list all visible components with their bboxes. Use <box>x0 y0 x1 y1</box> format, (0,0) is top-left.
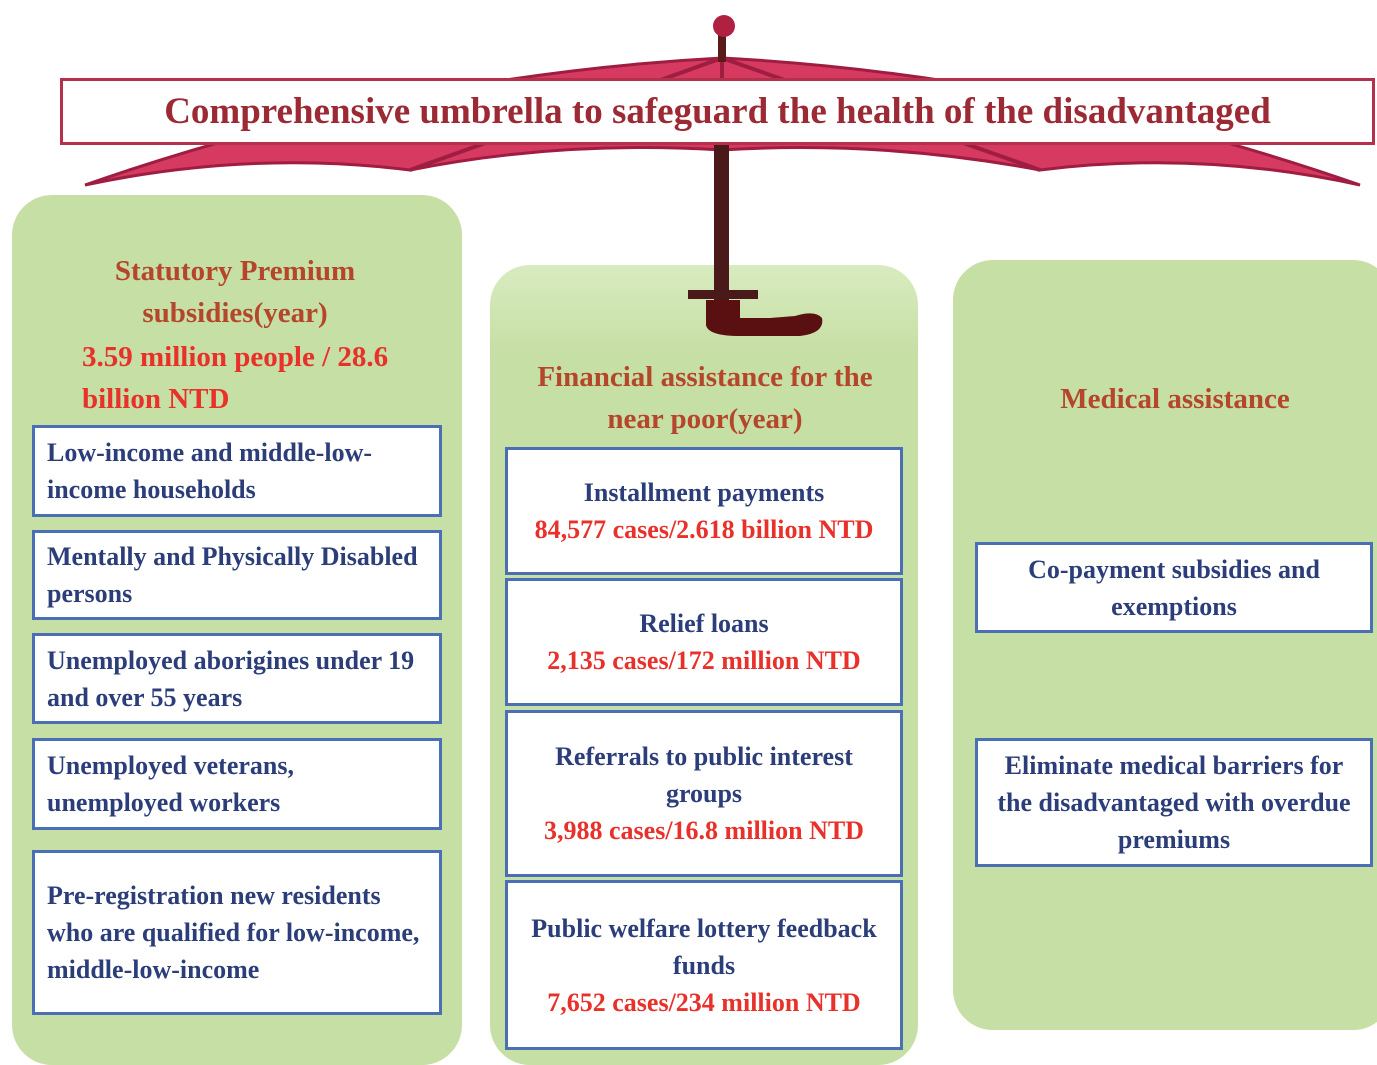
item-label: Unemployed veterans, unemployed workers <box>47 751 294 817</box>
item-box: Eliminate medical barriers for the disad… <box>975 738 1373 867</box>
title: Comprehensive umbrella to safeguard the … <box>60 78 1375 145</box>
item-box: Unemployed veterans, unemployed workers <box>32 738 442 830</box>
panel-medical <box>953 260 1377 1030</box>
heading: Medical assistance <box>1060 383 1290 415</box>
item-box: Unemployed aborigines under 19 and over … <box>32 633 442 724</box>
heading: Financial assistance for the near poor(y… <box>537 361 873 435</box>
knob <box>713 15 735 37</box>
tip <box>718 28 726 62</box>
shaft <box>714 145 729 305</box>
item-label: Low-income and middle-low-income househo… <box>47 438 372 504</box>
item-label: Pre-registration new residents who are q… <box>47 881 420 984</box>
item-label: Relief loans <box>639 609 769 638</box>
item-label: Installment payments <box>583 478 825 507</box>
item-box: Low-income and middle-low-income househo… <box>32 425 442 517</box>
item-box: Referrals to public interest groups 3,988… <box>505 710 903 877</box>
item-stat: 7,652 cases/234 million NTD <box>547 987 861 1017</box>
hook <box>706 300 823 336</box>
item-box: Mentally and Physically Disabled persons <box>32 530 442 620</box>
item-box: Public welfare lottery feedback funds 7,6… <box>505 880 903 1050</box>
item-box: Installment payments 84,577 cases/2.618 b… <box>505 447 903 575</box>
heading: Statutory Premium subsidies(year) <box>114 255 356 329</box>
item-label: Unemployed aborigines under 19 and over … <box>47 645 415 712</box>
item-box: Co-payment subsidies and exemptions <box>975 542 1373 633</box>
item-label: Eliminate medical barriers for the disad… <box>997 751 1351 854</box>
highlight: 3.59 million people / 28.6 billion NTD <box>82 341 389 415</box>
item-box: Pre-registration new residents who are q… <box>32 850 442 1015</box>
item-stat: 2,135 cases/172 million NTD <box>547 646 861 675</box>
item-box: Relief loans 2,135 cases/172 million NTD <box>505 578 903 706</box>
item-stat: 84,577 cases/2.618 billion NTD <box>534 515 874 544</box>
item-label: Mentally and Physically Disabled persons <box>47 542 418 608</box>
item-stat: 3,988 cases/16.8 million NTD <box>544 816 864 845</box>
item-label: Public welfare lottery feedback funds <box>531 913 877 980</box>
item-label: Co-payment subsidies and exemptions <box>1028 554 1320 621</box>
item-label: Referrals to public interest groups <box>555 742 853 808</box>
crossbar <box>688 290 758 299</box>
